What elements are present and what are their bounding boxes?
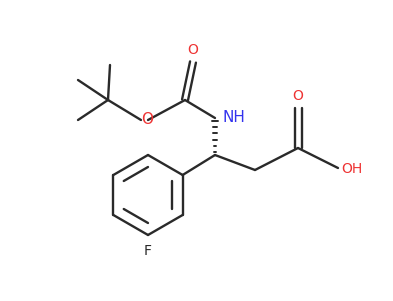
Text: NH: NH xyxy=(222,110,245,125)
Text: O: O xyxy=(292,89,303,103)
Text: F: F xyxy=(144,244,152,258)
Text: OH: OH xyxy=(341,162,362,176)
Text: O: O xyxy=(187,43,198,57)
Text: O: O xyxy=(141,111,153,126)
